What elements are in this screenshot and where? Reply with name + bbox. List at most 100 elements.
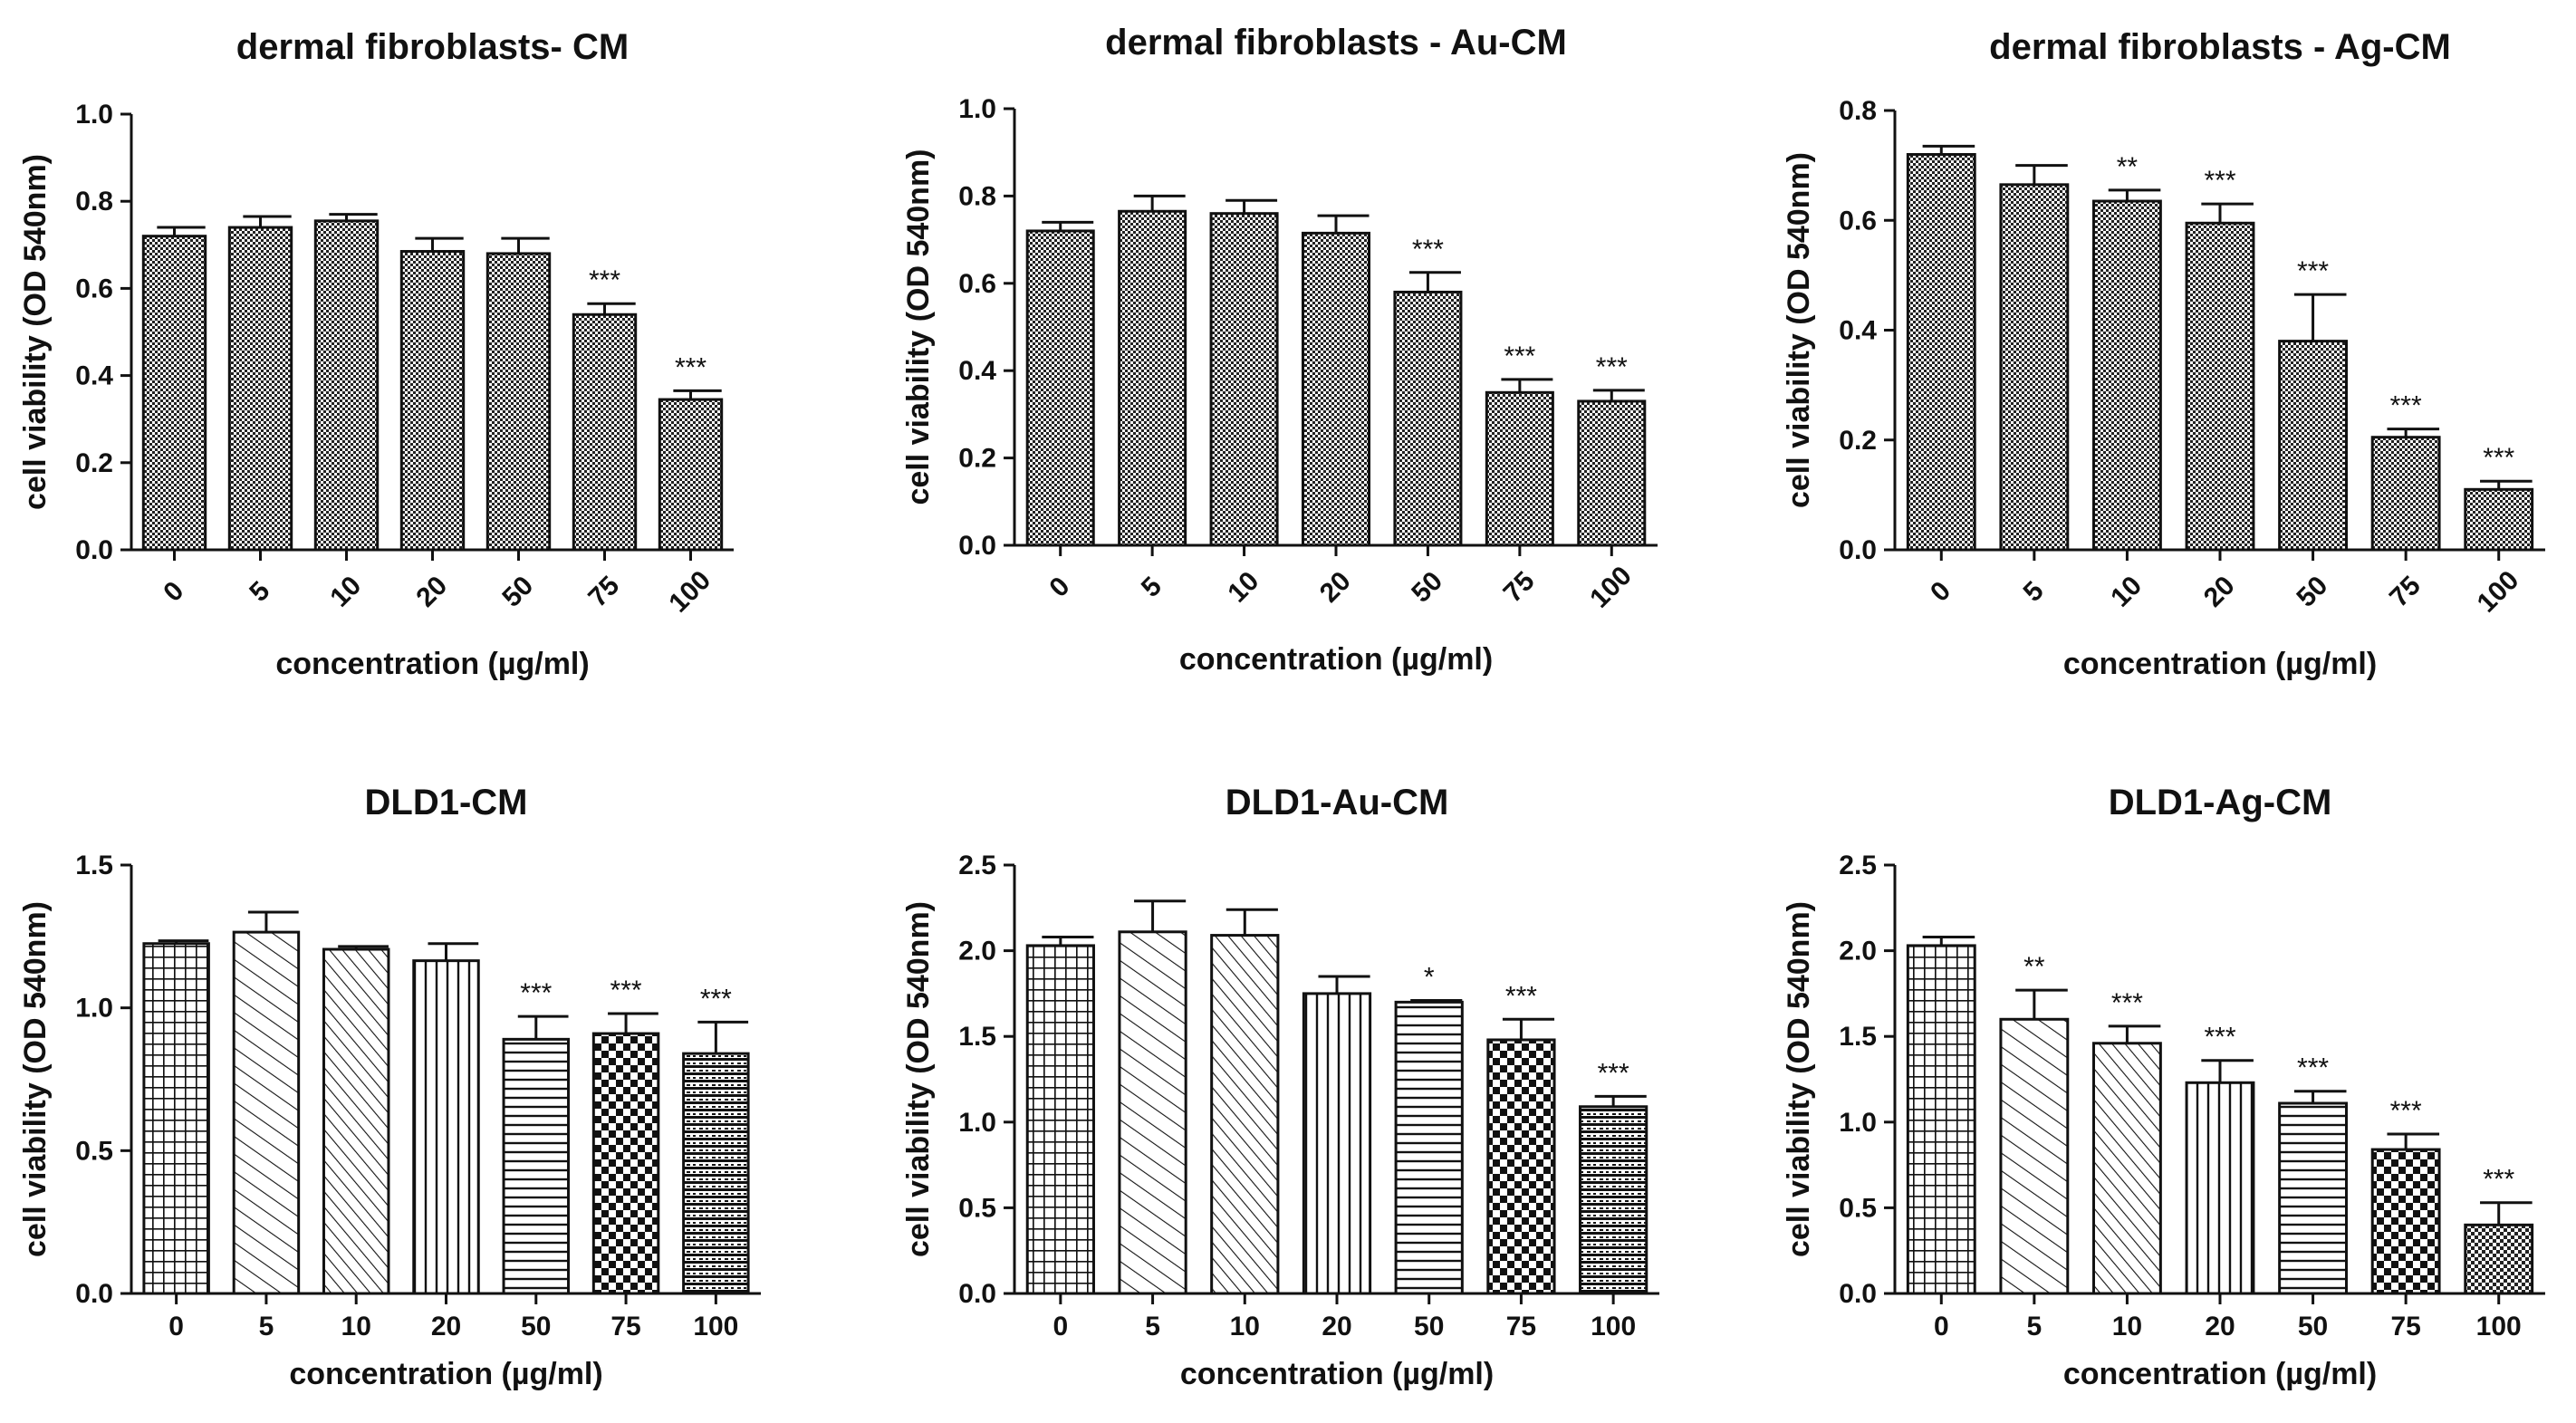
significance-label: *** [2111,988,2143,1018]
significance-label: * [1424,962,1435,992]
bar-5 [1999,183,2070,552]
x-tick-label: 5 [244,576,275,608]
x-tick-label: 10 [324,571,367,613]
bar-100 [2464,487,2534,552]
x-tick-label: 20 [1322,1312,1351,1341]
bar-0 [1906,153,1976,552]
significance-label: *** [1505,981,1537,1011]
x-axis-label: concentration (µg/ml) [2063,647,2377,681]
x-tick-label: 0 [1934,1312,1949,1341]
bar-0 [141,235,207,552]
y-axis-label: cell viability (OD 540nm) [18,901,53,1257]
significance-label: ** [2023,952,2045,982]
chart-title: dermal fibroblasts- CM [236,27,629,67]
bar-10 [2092,1042,2162,1295]
y-tick-label: 1.5 [958,1022,996,1052]
x-tick-label: 50 [1414,1312,1444,1341]
y-tick-label: 1.0 [75,100,113,130]
bar-5 [1118,930,1187,1295]
chart-panel-6: DLD1-Ag-CM cell viability (OD 540nm) conce… [1782,783,2545,1391]
bar-5 [232,930,301,1295]
bar-50 [1393,290,1463,547]
x-tick-label: 50 [2291,571,2333,613]
bar-5 [1118,209,1187,547]
y-tick-label: 1.0 [958,1108,996,1138]
x-tick-label: 10 [1222,566,1264,609]
bar-0 [142,942,210,1295]
bar-0 [1906,944,1976,1295]
y-tick-label: 0.5 [1839,1193,1877,1223]
bar-75 [1485,390,1554,547]
y-tick-label: 2.0 [958,937,996,966]
x-tick-label: 100 [1584,561,1638,614]
x-tick-label: 0 [158,576,189,608]
chart-title: dermal fibroblasts - Au-CM [1105,23,1567,62]
y-tick-label: 0.0 [958,1279,996,1309]
x-tick-label: 100 [663,565,716,619]
significance-label: *** [589,265,620,295]
bar-75 [2370,436,2441,552]
y-tick-label: 0.6 [958,269,996,299]
significance-label: *** [1596,352,1628,382]
x-tick-label: 5 [2018,576,2050,608]
x-tick-label: 50 [1406,566,1448,609]
chart-panel-4: DLD1-CM cell viability (OD 540nm) concentr… [18,783,761,1391]
bar-5 [227,226,293,552]
significance-label: *** [700,984,732,1014]
x-tick-label: 75 [610,1312,640,1341]
chart-panel-5: DLD1-Au-CM cell viability (OD 540nm) conce… [901,783,1659,1391]
x-tick-label: 50 [521,1312,551,1341]
x-tick-label: 50 [2298,1312,2328,1341]
x-tick-label: 0 [1053,1312,1069,1341]
x-tick-label: 20 [1314,566,1357,609]
x-axis-label: concentration (µg/ml) [289,1357,602,1391]
y-tick-label: 0.0 [958,531,996,561]
significance-label: *** [2483,443,2514,473]
bar-0 [1025,229,1095,547]
x-tick-label: 100 [1591,1312,1636,1341]
y-tick-label: 0.5 [75,1136,113,1166]
x-tick-label: 50 [496,571,539,613]
x-axis-label: concentration (µg/ml) [2063,1357,2377,1391]
y-tick-label: 1.5 [1839,1022,1877,1052]
chart-title: DLD1-Ag-CM [2109,783,2332,822]
y-tick-label: 0.2 [958,444,996,474]
x-tick-label: 10 [341,1312,371,1341]
x-tick-label: 75 [2384,571,2427,613]
bar-50 [502,1037,571,1295]
x-tick-label: 20 [2205,1312,2235,1341]
bar-100 [1579,1105,1648,1295]
bar-100 [1577,399,1647,547]
chart-title: DLD1-CM [365,783,528,822]
y-axis-label: cell viability (OD 540nm) [1782,152,1816,508]
y-axis-label: cell viability (OD 540nm) [901,149,936,505]
y-tick-label: 2.5 [1839,851,1877,880]
y-tick-label: 0.4 [75,361,113,391]
x-tick-label: 0 [1043,572,1075,603]
x-tick-label: 20 [2198,571,2241,613]
x-tick-label: 10 [2105,571,2148,613]
significance-label: *** [610,976,642,1005]
chart-panel-1: dermal fibroblasts- CM cell viability (OD… [18,27,734,681]
bar-20 [1301,231,1371,547]
significance-label: *** [2204,1023,2235,1053]
significance-label: *** [2297,256,2329,286]
y-tick-label: 0.2 [75,448,113,478]
bar-0 [1025,944,1095,1295]
y-tick-label: 0.6 [75,274,113,303]
significance-label: *** [675,352,706,382]
bar-10 [313,219,380,552]
y-tick-label: 1.5 [75,851,113,880]
x-tick-label: 5 [1136,572,1168,603]
chart-title: dermal fibroblasts - Ag-CM [1989,27,2451,67]
significance-label: ** [2117,152,2139,182]
x-tick-label: 75 [582,571,625,613]
y-tick-label: 0.0 [1839,1279,1877,1309]
bar-50 [1394,1000,1464,1295]
significance-label: *** [1598,1058,1629,1088]
x-tick-label: 75 [2390,1312,2420,1341]
x-tick-label: 10 [1230,1312,1260,1341]
y-tick-label: 0.4 [1839,316,1877,346]
y-tick-label: 2.5 [958,851,996,880]
